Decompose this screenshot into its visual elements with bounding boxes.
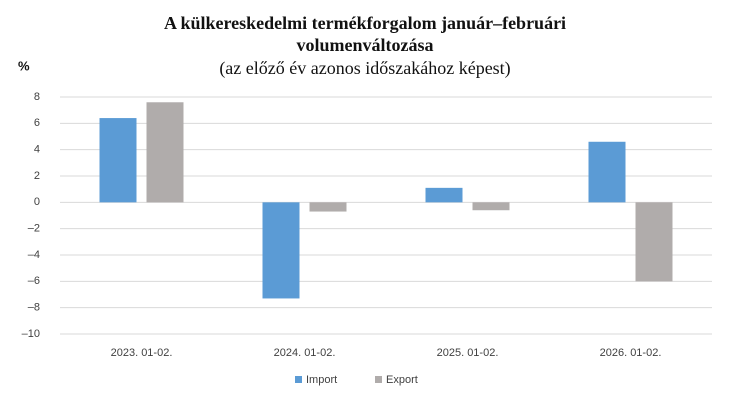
legend-swatch xyxy=(295,376,302,383)
legend-label: Export xyxy=(386,374,418,386)
y-tick-label: –8 xyxy=(28,302,40,314)
bar xyxy=(146,102,184,203)
y-tick-label: 0 xyxy=(34,196,40,208)
x-tick-label: 2026. 01-02. xyxy=(600,347,662,359)
y-tick-label: –6 xyxy=(28,275,40,287)
y-tick-label: 8 xyxy=(34,91,40,103)
bar xyxy=(262,202,300,299)
x-tick-label: 2023. 01-02. xyxy=(111,347,173,359)
bar xyxy=(588,141,626,203)
legend-swatch xyxy=(375,376,382,383)
bar xyxy=(472,202,510,211)
bar xyxy=(309,202,347,212)
chart-subtitle: (az előző év azonos időszakához képest) xyxy=(219,58,511,78)
y-tick-label: –4 xyxy=(28,249,40,261)
bar xyxy=(425,187,463,203)
y-tick-label: –10 xyxy=(22,328,40,340)
legend-label: Import xyxy=(306,374,337,386)
y-tick-label: 2 xyxy=(34,170,40,182)
y-axis-label: % xyxy=(18,58,30,73)
y-tick-label: –2 xyxy=(28,223,40,235)
x-tick-label: 2024. 01-02. xyxy=(274,347,336,359)
chart-title: A külkereskedelmi termékforgalom január–… xyxy=(163,13,567,55)
y-tick-label: 4 xyxy=(34,144,40,156)
bar xyxy=(635,202,673,282)
y-tick-label: 6 xyxy=(34,117,40,129)
bar xyxy=(99,118,137,203)
x-tick-label: 2025. 01-02. xyxy=(437,347,499,359)
